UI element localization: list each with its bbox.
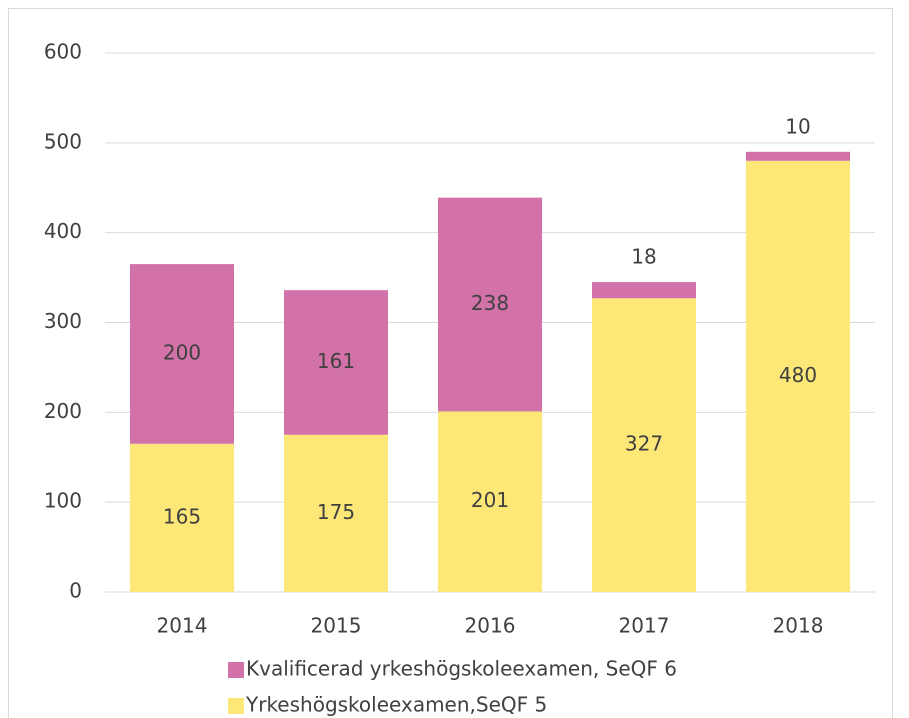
- legend-swatch: [228, 662, 244, 678]
- y-tick-label: 500: [44, 129, 82, 153]
- data-label: 18: [631, 245, 656, 269]
- y-tick-label: 300: [44, 309, 82, 333]
- data-label: 327: [625, 432, 663, 456]
- bar-segment: [592, 298, 696, 592]
- bar-segment: [438, 411, 542, 592]
- bar-segment: [284, 434, 388, 592]
- legend-label: Kvalificerad yrkeshögskoleexamen, SeQF 6: [246, 657, 677, 681]
- bar-segment: [746, 151, 850, 161]
- data-label: 175: [317, 500, 355, 524]
- x-tick-label: 2016: [465, 614, 516, 638]
- x-tick-label: 2018: [773, 614, 824, 638]
- bar-segment: [592, 282, 696, 299]
- bar-segment: [746, 160, 850, 593]
- data-label: 200: [163, 340, 201, 364]
- x-tick-label: 2017: [619, 614, 670, 638]
- y-tick-label: 200: [44, 399, 82, 423]
- y-tick-label: 0: [69, 579, 82, 603]
- data-label: 201: [471, 488, 509, 512]
- y-tick-label: 100: [44, 489, 82, 513]
- data-label: 10: [785, 114, 810, 138]
- data-label: 480: [779, 363, 817, 387]
- data-label: 238: [471, 291, 509, 315]
- x-tick-label: 2014: [157, 614, 208, 638]
- data-label: 165: [163, 504, 201, 528]
- bar-segment: [438, 197, 542, 412]
- bar-segment: [130, 264, 234, 444]
- bar-segment: [284, 290, 388, 435]
- y-tick-label: 600: [44, 40, 82, 64]
- x-tick-label: 2015: [311, 614, 362, 638]
- data-label: 161: [317, 349, 355, 373]
- legend-label: Yrkeshögskoleexamen,SeQF 5: [245, 693, 547, 717]
- y-tick-label: 400: [44, 219, 82, 243]
- legend-swatch: [228, 698, 244, 714]
- bar-segment: [130, 443, 234, 592]
